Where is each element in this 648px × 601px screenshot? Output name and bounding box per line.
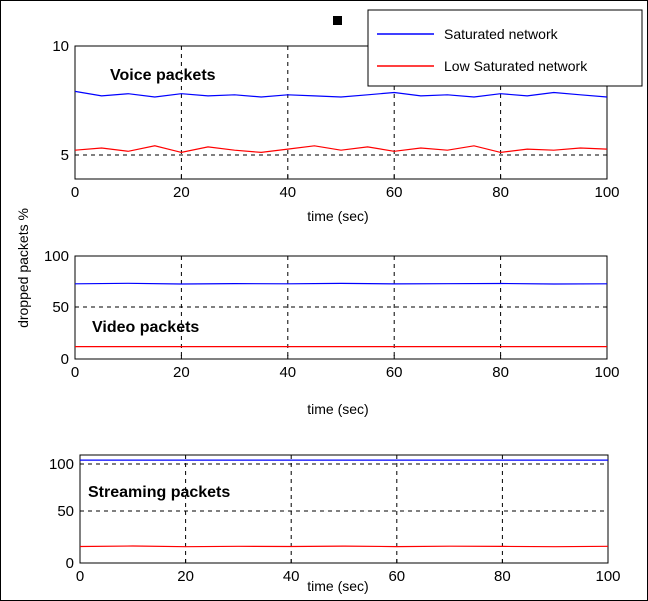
legend-label: Saturated network	[444, 26, 559, 42]
x-tick-label: 40	[279, 364, 296, 381]
panel-label: Streaming packets	[88, 484, 230, 501]
x-tick-label: 0	[71, 184, 79, 201]
panel-2: 0 20 40 60 80 100 0 50 100 Video packets time (sec…	[44, 248, 620, 417]
series-line	[79, 545, 609, 548]
y-axis-label: dropped packets %	[15, 208, 31, 328]
x-tick-label: 60	[386, 184, 403, 201]
legend-label: Low Saturated network	[444, 58, 588, 74]
x-tick-label: 100	[594, 364, 619, 381]
x-axis-label: time (sec)	[307, 578, 368, 594]
x-axis-label: time (sec)	[307, 401, 368, 417]
x-tick-label: 60	[388, 568, 405, 585]
y-tick-label: 50	[57, 503, 74, 520]
y-tick-label: 10	[52, 38, 69, 55]
x-tick-label: 80	[494, 568, 511, 585]
plot-area	[79, 454, 609, 564]
legend: Saturated network Low Saturated network	[367, 9, 643, 87]
x-tick-label: 100	[594, 184, 619, 201]
y-tick-label: 50	[52, 299, 69, 316]
series-line	[74, 282, 608, 285]
x-tick-label: 60	[386, 364, 403, 381]
x-tick-label: 20	[173, 184, 190, 201]
stray-marker	[333, 16, 342, 25]
x-tick-label: 0	[71, 364, 79, 381]
legend-box	[367, 9, 643, 87]
x-tick-label: 40	[283, 568, 300, 585]
x-tick-label: 80	[492, 184, 509, 201]
y-tick-label: 100	[44, 248, 69, 265]
series-line	[74, 145, 608, 154]
panel-3: 0 20 40 60 80 100 0 50 100 Streaming packets time …	[49, 454, 621, 594]
x-tick-label: 0	[76, 568, 84, 585]
x-tick-label: 100	[595, 568, 620, 585]
x-tick-label: 80	[492, 364, 509, 381]
y-tick-label: 0	[66, 555, 74, 572]
x-tick-label: 20	[177, 568, 194, 585]
y-tick-label: 5	[61, 147, 69, 164]
x-tick-label: 20	[173, 364, 190, 381]
y-tick-label: 100	[49, 456, 74, 473]
panel-label: Voice packets	[110, 67, 216, 84]
series-line	[74, 90, 608, 98]
x-tick-label: 40	[279, 184, 296, 201]
x-axis-label: time (sec)	[307, 208, 368, 224]
y-tick-label: 0	[61, 351, 69, 368]
panel-label: Video packets	[92, 319, 199, 336]
